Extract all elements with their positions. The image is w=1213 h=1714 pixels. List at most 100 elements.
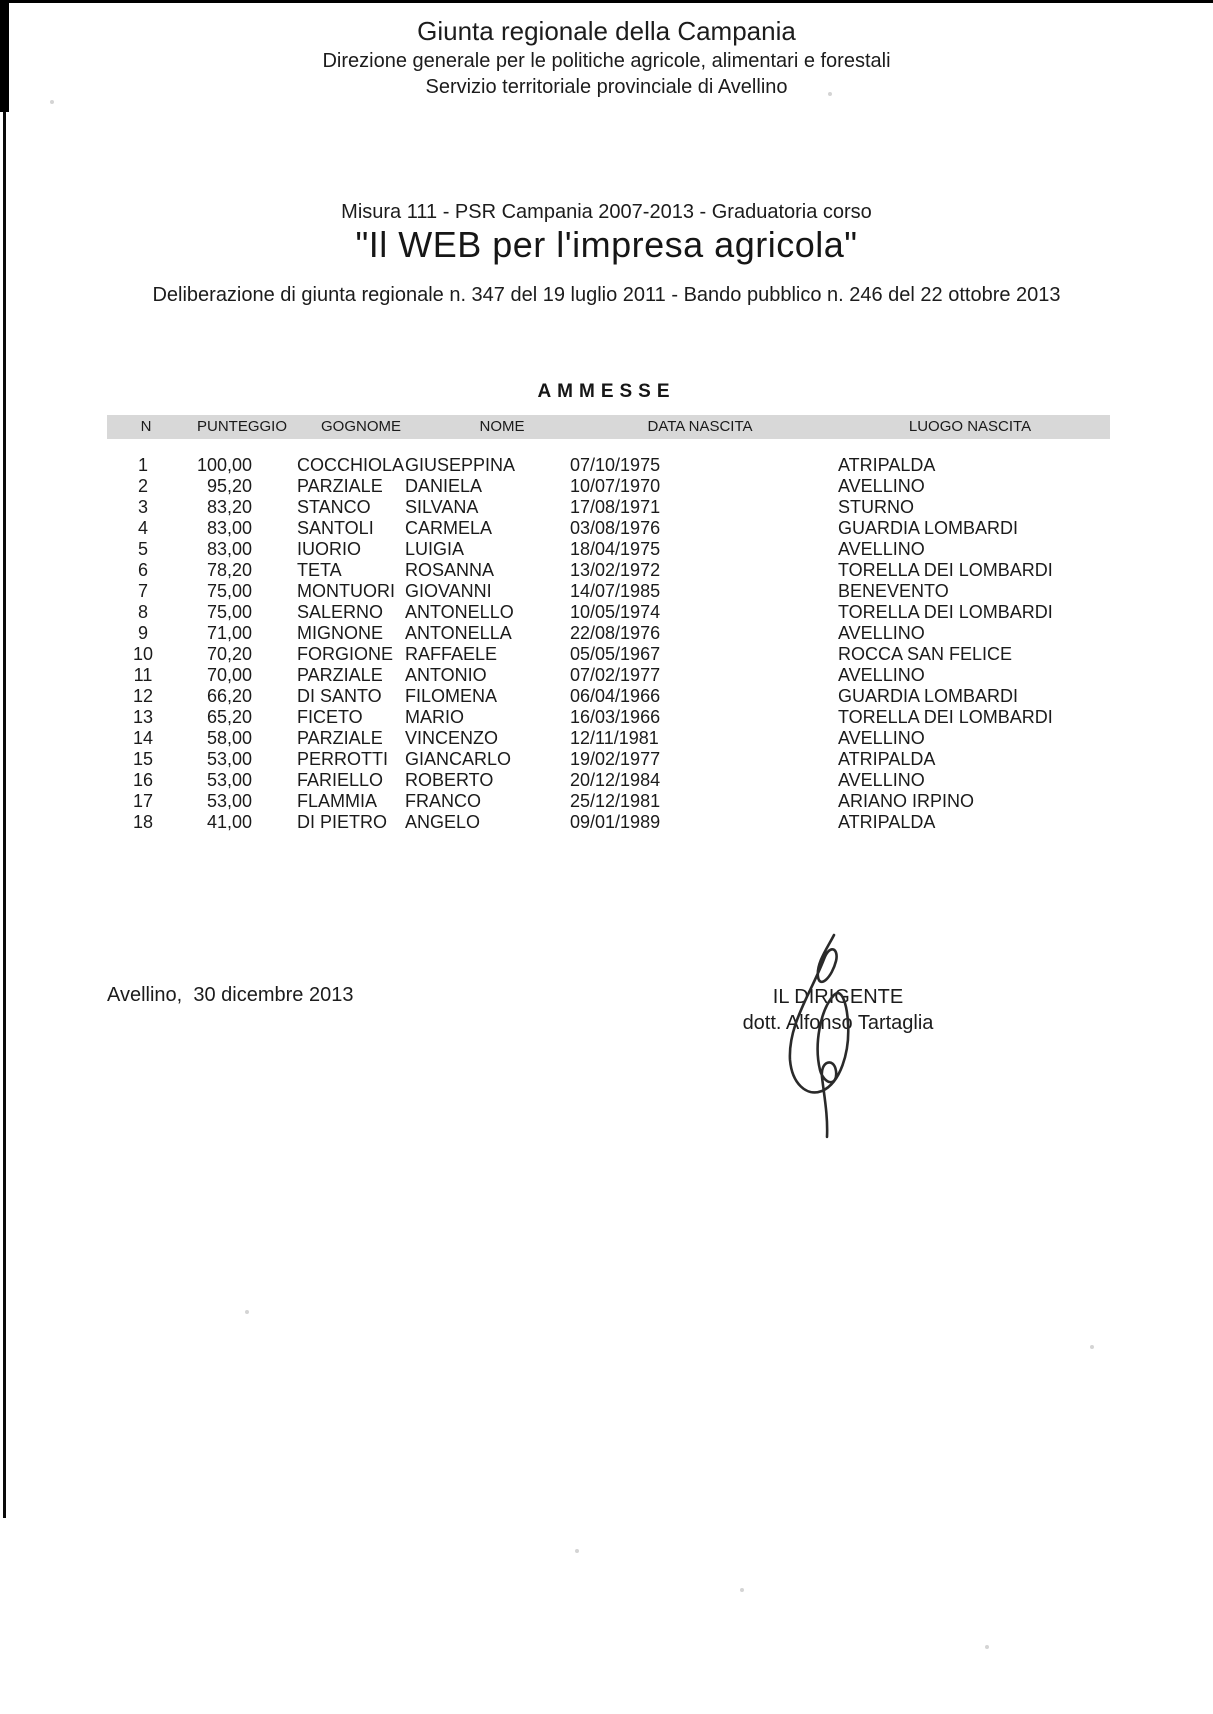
cell-nome: VINCENZO: [405, 728, 499, 748]
cell-n: 15: [132, 749, 154, 769]
cell-n: 5: [137, 539, 148, 559]
cell-punteggio: 58,00: [206, 728, 252, 748]
cell-nome: RAFFAELE: [405, 644, 498, 664]
table-row: 4 83,00 SANTOLI CARMELA 03/08/1976 GUARDIA LO…: [100, 518, 1110, 539]
table-row: 18 41,00 DI PIETRO ANGELO 09/01/1989 ATRIPALD…: [100, 812, 1110, 833]
scan-artifact-left-edge: [3, 0, 6, 1518]
cell-data-nascita: 22/08/1976: [570, 623, 661, 643]
cell-punteggio: 71,00: [206, 623, 252, 643]
cell-luogo-nascita: TORELLA DEI LOMBARDI: [838, 707, 1053, 727]
cell-luogo-nascita: AVELLINO: [838, 728, 925, 748]
cell-data-nascita: 25/12/1981: [570, 791, 661, 811]
table-row: 17 53,00 FLAMMIA FRANCO 25/12/1981 ARIANO IRP…: [100, 791, 1110, 812]
cell-punteggio: 100,00: [196, 455, 252, 475]
cell-data-nascita: 20/12/1984: [570, 770, 661, 790]
cell-luogo-nascita: BENEVENTO: [838, 581, 949, 601]
cell-nome: ANGELO: [405, 812, 481, 832]
table-row: 1 100,00 COCCHIOLA GIUSEPPINA 07/10/1975 ATRI…: [100, 455, 1110, 476]
cell-punteggio: 66,20: [206, 686, 252, 706]
cell-luogo-nascita: ROCCA SAN FELICE: [838, 644, 1013, 664]
scan-speck: [828, 92, 832, 96]
cell-n: 2: [137, 476, 148, 496]
scan-speck: [740, 1588, 744, 1592]
cell-n: 6: [137, 560, 148, 580]
cell-nome: GIUSEPPINA: [405, 455, 516, 475]
cell-nome: GIOVANNI: [405, 581, 492, 601]
cell-nome: FRANCO: [405, 791, 481, 811]
cell-cognome: FLAMMIA: [297, 791, 378, 811]
cell-luogo-nascita: AVELLINO: [838, 623, 925, 643]
cell-punteggio: 65,20: [206, 707, 252, 727]
cell-data-nascita: 05/05/1967: [570, 644, 661, 664]
cell-n: 18: [132, 812, 154, 832]
cell-luogo-nascita: ATRIPALDA: [838, 455, 936, 475]
deliberation-line: Deliberazione di giunta regionale n. 347…: [152, 284, 1061, 306]
cell-luogo-nascita: AVELLINO: [838, 770, 925, 790]
cell-cognome: PARZIALE: [297, 728, 383, 748]
cell-luogo-nascita: TORELLA DEI LOMBARDI: [838, 602, 1053, 622]
cell-n: 10: [132, 644, 154, 664]
place-and-date: Avellino, 30 dicembre 2013: [107, 984, 354, 1006]
cell-cognome: SANTOLI: [297, 518, 374, 538]
cell-cognome: FICETO: [297, 707, 363, 727]
cell-cognome: STANCO: [297, 497, 371, 517]
cell-luogo-nascita: GUARDIA LOMBARDI: [838, 686, 1019, 706]
table-row: 9 71,00 MIGNONE ANTONELLA 22/08/1976 AVELLINO: [100, 623, 1110, 644]
table-row: 6 78,20 TETA ROSANNA 13/02/1972 TORELLA DEI L…: [100, 560, 1110, 581]
org-name: Giunta regionale della Campania: [417, 16, 796, 46]
cell-data-nascita: 03/08/1976: [570, 518, 661, 538]
cell-data-nascita: 13/02/1972: [570, 560, 661, 580]
cell-luogo-nascita: AVELLINO: [838, 539, 925, 559]
cell-n: 1: [137, 455, 148, 475]
scan-artifact-corner-blob: [0, 0, 9, 112]
cell-data-nascita: 09/01/1989: [570, 812, 661, 832]
table-row: 14 58,00 PARZIALE VINCENZO 12/11/1981 AVELLIN…: [100, 728, 1110, 749]
cell-cognome: DI PIETRO: [297, 812, 388, 832]
table-row: 13 65,20 FICETO MARIO 16/03/1966 TORELLA DEI …: [100, 707, 1110, 728]
cell-luogo-nascita: GUARDIA LOMBARDI: [838, 518, 1019, 538]
ranking-table: N PUNTEGGIO GOGNOME NOME DATA NASCITA LU…: [100, 415, 1110, 833]
table-row: 8 75,00 SALERNO ANTONELLO 10/05/1974 TORELLA …: [100, 602, 1110, 623]
cell-n: 13: [132, 707, 154, 727]
cell-punteggio: 70,20: [206, 644, 252, 664]
cell-data-nascita: 06/04/1966: [570, 686, 661, 706]
cell-data-nascita: 16/03/1966: [570, 707, 661, 727]
cell-luogo-nascita: AVELLINO: [838, 665, 925, 685]
cell-data-nascita: 19/02/1977: [570, 749, 661, 769]
column-header-n: N: [140, 418, 152, 435]
section-heading-ammesse: AMMESSE: [537, 381, 676, 402]
cell-n: 17: [132, 791, 154, 811]
table-row: 7 75,00 MONTUORI GIOVANNI 14/07/1985 BENEVENT…: [100, 581, 1110, 602]
cell-cognome: MIGNONE: [297, 623, 384, 643]
table-row: 5 83,00 IUORIO LUIGIA 18/04/1975 AVELLINO: [100, 539, 1110, 560]
cell-cognome: IUORIO: [297, 539, 362, 559]
cell-nome: FILOMENA: [405, 686, 498, 706]
cell-n: 14: [132, 728, 154, 748]
scan-speck: [50, 100, 54, 104]
cell-nome: CARMELA: [405, 518, 493, 538]
measure-line: Misura 111 - PSR Campania 2007-2013 - Gr…: [341, 201, 872, 223]
cell-cognome: PERROTTI: [297, 749, 389, 769]
cell-punteggio: 53,00: [206, 770, 252, 790]
table-row: 15 53,00 PERROTTI GIANCARLO 19/02/1977 ATRIPA…: [100, 749, 1110, 770]
cell-punteggio: 53,00: [206, 749, 252, 769]
cell-data-nascita: 07/02/1977: [570, 665, 661, 685]
course-title: "Il WEB per l'impresa agricola": [355, 224, 858, 265]
table-body: 1 100,00 COCCHIOLA GIUSEPPINA 07/10/1975 ATRI…: [100, 455, 1110, 833]
org-directorate: Direzione generale per le politiche agri…: [322, 50, 891, 72]
cell-punteggio: 78,20: [206, 560, 252, 580]
table-row: 10 70,20 FORGIONE RAFFAELE 05/05/1967 ROCCA S…: [100, 644, 1110, 665]
cell-punteggio: 83,20: [206, 497, 252, 517]
table-row: 11 70,00 PARZIALE ANTONIO 07/02/1977 AVELLINO: [100, 665, 1110, 686]
column-header-luogo-nascita: LUOGO NASCITA: [908, 418, 1032, 435]
column-header-punteggio: PUNTEGGIO: [196, 418, 288, 435]
scan-speck: [245, 1310, 249, 1314]
table-row: 2 95,20 PARZIALE DANIELA 10/07/1970 AVELLINO: [100, 476, 1110, 497]
cell-cognome: PARZIALE: [297, 665, 383, 685]
signature: [788, 933, 850, 1139]
cell-nome: ANTONIO: [405, 665, 487, 685]
cell-punteggio: 53,00: [206, 791, 252, 811]
cell-data-nascita: 18/04/1975: [570, 539, 661, 559]
cell-luogo-nascita: ATRIPALDA: [838, 749, 936, 769]
